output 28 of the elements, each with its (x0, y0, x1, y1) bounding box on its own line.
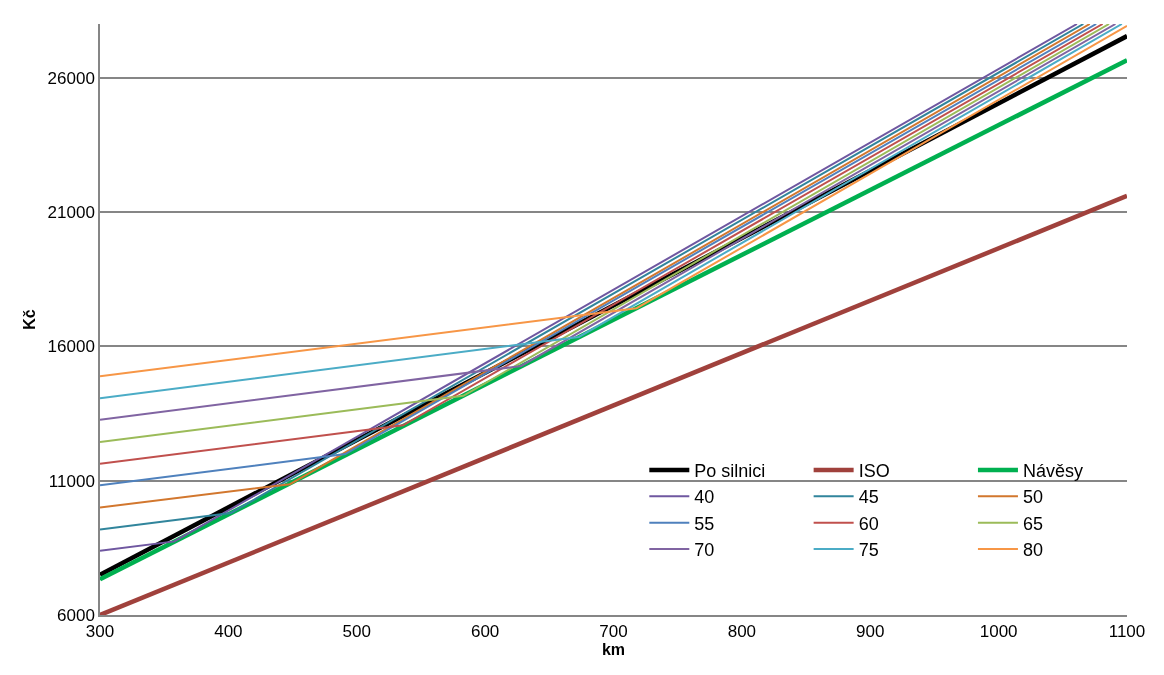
x-tick-label: 800 (727, 622, 757, 642)
x-tick-label: 300 (85, 622, 115, 642)
legend-label: 65 (1022, 513, 1043, 534)
x-tick-label: 600 (470, 622, 500, 642)
legend-label: Po silnici (694, 460, 766, 481)
legend-label: 50 (1022, 487, 1043, 508)
legend-label: 70 (694, 540, 715, 561)
y-axis-title: Kč (20, 309, 38, 330)
y-tick-label: 26000 (47, 68, 95, 88)
x-axis-title: km (601, 641, 626, 659)
legend-label: 80 (1022, 540, 1043, 561)
legend-label: 40 (694, 487, 715, 508)
x-tick-label: 400 (214, 622, 243, 642)
y-tick-label: 21000 (47, 203, 95, 222)
legend-label: 45 (858, 487, 879, 508)
x-tick-label: 1000 (979, 622, 1018, 642)
x-tick-label: 500 (342, 622, 371, 642)
legend-label: 60 (858, 513, 879, 534)
x-tick-label: 1100 (1108, 622, 1146, 642)
x-tick-label: 700 (599, 622, 628, 642)
y-tick-label: 11000 (48, 471, 95, 491)
legend-label: 75 (858, 540, 879, 561)
legend-label: 55 (694, 513, 715, 534)
legend-label: ISO (858, 460, 890, 481)
legend-label: Návěsy (1022, 460, 1083, 481)
x-tick-label: 900 (856, 622, 885, 642)
y-tick-label: 6000 (57, 605, 95, 625)
y-tick-label: 16000 (47, 337, 95, 357)
